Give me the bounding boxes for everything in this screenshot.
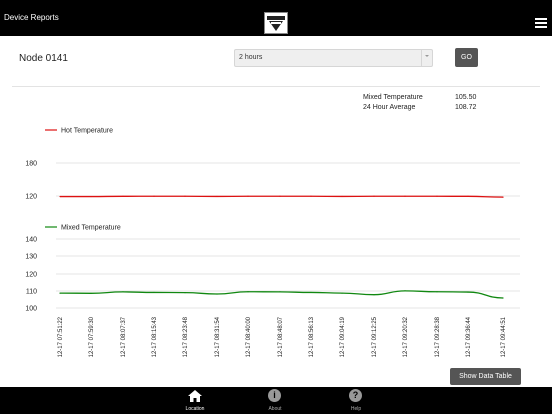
stat-mixed-temp-label: Mixed Temperature [363,94,423,101]
bottom-tab-bar: Location i About ? Help [0,387,552,414]
x-tick-label: 12-17 09:20:32 [403,316,409,357]
divider [12,86,540,87]
data-point [373,294,375,296]
tab-about-label: About [268,406,282,412]
data-point [216,195,218,198]
y-tick-label: 180 [25,161,37,168]
x-tick-label: 12-17 08:31:54 [215,316,221,357]
x-tick-label: 12-17 08:40:00 [246,316,252,357]
x-tick-label: 12-17 09:36:44 [466,316,472,357]
tab-location[interactable]: Location [165,387,225,414]
data-point [184,292,186,294]
data-point [216,293,218,295]
y-tick-label: 110 [26,289,37,296]
stat-24h-average-label: 24 Hour Average [363,104,416,111]
data-point [502,196,504,198]
legend-label: Hot Temperature [61,128,113,135]
data-point [341,195,343,198]
stat-mixed-temp-value: 105.50 [455,94,477,101]
data-point [247,195,249,197]
hamburger-menu-icon[interactable] [535,18,547,28]
report-panel: Node 0141 2 hours GO Mixed Temperature 1… [0,36,552,387]
show-data-table-button[interactable]: Show Data Table [450,368,521,385]
data-point [59,292,61,294]
data-point [122,195,124,197]
temperature-charts: 120 180 Hot Temperature 100 110 120 130 140 Mixe… [25,128,520,357]
data-point [404,290,406,292]
app-title: Device Reports [4,13,59,22]
tab-about[interactable]: i About [245,387,305,414]
tab-location-label: Location [185,406,205,412]
x-tick-label: 12-17 07:51:22 [58,316,64,357]
brand-logo-icon [264,12,288,34]
data-point [184,195,186,197]
x-tick-label: 12-17 09:12:25 [372,316,378,357]
x-tick-label: 12-17 08:56:13 [309,316,315,357]
data-point [467,291,469,293]
data-point [247,291,249,293]
x-tick-label: 12-17 09:04:19 [340,316,346,357]
x-tick-label: 12-17 08:48:07 [278,316,284,357]
y-tick-label: 120 [25,194,37,201]
x-tick-label: 12-17 08:07:37 [121,316,127,357]
data-point [341,292,343,294]
go-button[interactable]: GO [455,48,478,67]
data-point [59,195,61,198]
data-point [310,291,312,294]
data-point [310,195,312,197]
data-point [90,292,92,294]
data-point [436,291,438,293]
node-name: Node 0141 [19,53,68,64]
help-icon: ? [348,389,364,403]
tab-help-label: Help [350,406,362,412]
data-point [404,195,406,197]
stat-24h-average-value: 108.72 [455,104,477,111]
top-bar: Device Reports [0,0,552,36]
data-point [467,195,469,197]
data-point [436,195,438,197]
legend-label: Mixed Temperature [61,225,121,232]
data-point [279,291,281,293]
time-range-select[interactable]: 2 hours [234,49,433,67]
data-point [502,297,504,299]
y-tick-label: 130 [25,254,37,261]
home-icon [187,389,203,403]
y-tick-label: 120 [25,272,37,279]
time-range-value: 2 hours [239,54,263,61]
data-point [153,195,155,197]
data-point [90,195,92,198]
x-tick-label: 12-17 08:23:48 [183,316,189,357]
data-point [122,291,124,293]
data-point [279,195,281,197]
y-tick-label: 100 [25,306,37,313]
x-tick-label: 12-17 09:28:38 [435,316,441,357]
x-tick-label: 12-17 09:44:51 [501,316,507,357]
x-tick-label: 12-17 07:59:30 [89,316,95,357]
info-icon: i [267,389,283,403]
x-tick-label: 12-17 08:15:43 [152,316,158,357]
y-tick-label: 140 [25,237,37,244]
data-point [153,291,155,294]
data-point [373,195,375,197]
chevron-down-icon [421,50,432,66]
tab-help[interactable]: ? Help [326,387,386,414]
